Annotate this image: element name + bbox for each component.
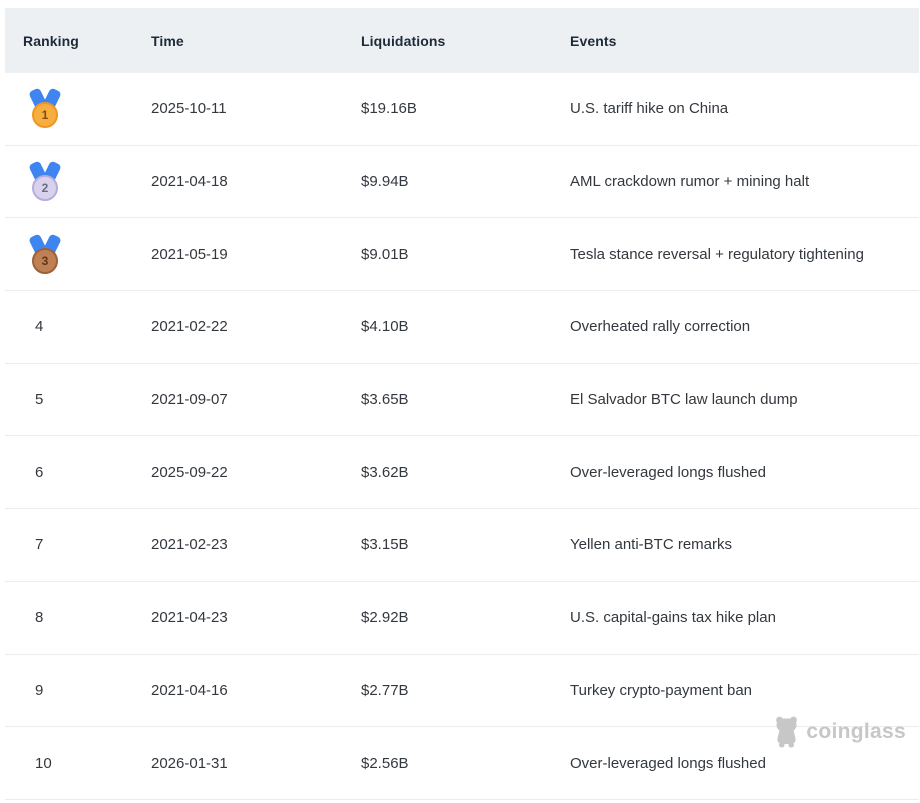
time-cell: 2025-10-11 [151, 100, 227, 118]
time-cell: 2021-04-23 [151, 609, 228, 627]
liquidations-cell: $19.16B [361, 100, 417, 118]
liquidations-cell: $2.77B [361, 681, 409, 699]
liquidations-cell: $2.92B [361, 609, 409, 627]
ranking-cell: 3 3 [23, 233, 151, 274]
table-row: 2 2 2021-04-18 $9.94B AML crackdown rumo… [5, 145, 919, 219]
ranking-cell: 2 2 [23, 160, 151, 202]
rank-number: 5 [35, 391, 44, 409]
liquidations-cell: $3.65B [361, 391, 409, 409]
column-header-events: Events [570, 32, 617, 49]
table-row: 1 1 2025-10-11 $19.16B U.S. tariff hike … [5, 73, 919, 146]
table-body: 1 1 2025-10-11 $19.16B U.S. tariff hike … [5, 73, 919, 800]
liquidations-cell: $9.94B [361, 173, 409, 191]
liquidations-cell: $9.01B [361, 245, 409, 263]
medal-rank-number: 1 [32, 102, 58, 129]
ranking-cell: 6 6 [23, 464, 151, 481]
events-cell: U.S. capital-gains tax hike plan [570, 609, 776, 627]
ranking-cell: 4 4 [23, 318, 151, 335]
rank-number: 8 [35, 609, 44, 627]
rank-number: 7 [35, 536, 44, 554]
table-row: 7 7 2021-02-23 $3.15B Yellen anti-BTC re… [5, 509, 919, 582]
rank-number: 9 [35, 681, 44, 699]
table-row: 6 6 2025-09-22 $3.62B Over-leveraged lon… [5, 436, 919, 510]
events-cell: Over-leveraged longs flushed [570, 463, 766, 481]
rank-number: 10 [35, 754, 52, 772]
medal-icon: 2 [28, 160, 62, 202]
medal-rank-number: 3 [32, 247, 58, 274]
medal-icon: 3 [28, 233, 62, 274]
table-row: 10 10 2026-01-31 $2.56B Over-leveraged l… [5, 727, 919, 800]
liquidations-table: Ranking Time Liquidations Events 1 1 202… [5, 8, 919, 800]
liquidations-cell: $3.15B [361, 536, 409, 554]
time-cell: 2021-04-16 [151, 681, 228, 699]
liquidations-cell: $2.56B [361, 754, 409, 772]
time-cell: 2026-01-31 [151, 754, 228, 772]
table-row: 8 8 2021-04-23 $2.92B U.S. capital-gains… [5, 581, 919, 655]
table-header: Ranking Time Liquidations Events [5, 8, 919, 73]
events-cell: Overheated rally correction [570, 318, 751, 336]
medal-rank-number: 2 [32, 175, 58, 202]
column-header-time: Time [151, 32, 184, 49]
column-header-ranking: Ranking [23, 32, 79, 49]
events-cell: Over-leveraged longs flushed [570, 754, 766, 772]
time-cell: 2021-02-23 [151, 536, 228, 554]
table-row: 5 5 2021-09-07 $3.65B El Salvador BTC la… [5, 363, 919, 437]
events-cell: U.S. tariff hike on China [570, 100, 729, 118]
events-cell: El Salvador BTC law launch dump [570, 391, 798, 409]
table-row: 9 9 2021-04-16 $2.77B Turkey crypto-paym… [5, 654, 919, 728]
ranking-cell: 9 9 [23, 682, 151, 699]
time-cell: 2021-05-19 [151, 245, 228, 263]
table-row: 3 3 2021-05-19 $9.01B Tesla stance rever… [5, 218, 919, 292]
ranking-cell: 7 7 [23, 536, 151, 553]
column-header-liquidations: Liquidations [361, 32, 446, 49]
events-cell: Tesla stance reversal + regulatory tight… [570, 245, 864, 263]
time-cell: 2021-02-22 [151, 318, 228, 336]
rank-number: 4 [35, 318, 44, 336]
medal-icon: 1 [28, 87, 62, 129]
events-cell: Turkey crypto-payment ban [570, 681, 753, 699]
rank-number: 6 [35, 463, 44, 481]
events-cell: AML crackdown rumor + mining halt [570, 173, 810, 191]
time-cell: 2021-09-07 [151, 391, 228, 409]
liquidations-cell: $3.62B [361, 463, 409, 481]
events-cell: Yellen anti-BTC remarks [570, 536, 733, 554]
ranking-cell: 5 5 [23, 391, 151, 408]
time-cell: 2021-04-18 [151, 173, 228, 191]
liquidations-cell: $4.10B [361, 318, 409, 336]
time-cell: 2025-09-22 [151, 463, 228, 481]
ranking-cell: 1 1 [23, 87, 151, 129]
ranking-cell: 10 10 [23, 755, 151, 772]
ranking-cell: 8 8 [23, 609, 151, 626]
table-row: 4 4 2021-02-22 $4.10B Overheated rally c… [5, 291, 919, 364]
